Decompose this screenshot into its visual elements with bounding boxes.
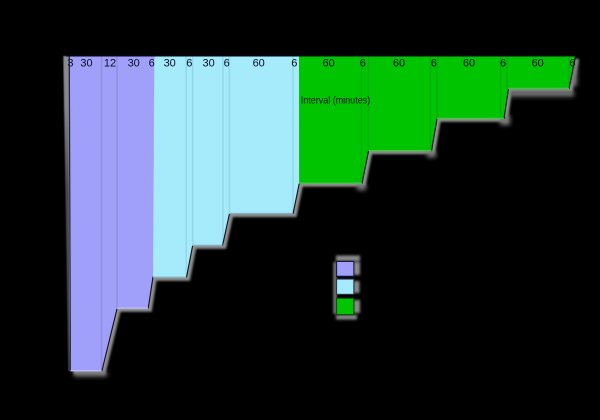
svg-text:Interval (minutes): Interval (minutes) [301,94,371,106]
svg-text:30: 30 [202,57,214,69]
svg-text:60: 60 [532,57,544,69]
svg-text:6: 6 [291,57,297,69]
svg-text:60: 60 [253,57,265,69]
svg-text:6: 6 [149,57,155,69]
svg-text:6: 6 [186,57,192,69]
svg-text:30: 30 [128,57,140,69]
svg-text:6: 6 [360,57,366,69]
svg-text:3: 3 [67,57,73,69]
svg-text:12: 12 [104,57,116,69]
svg-text:6: 6 [569,57,575,69]
svg-text:30: 30 [164,57,176,69]
svg-text:6: 6 [224,57,230,69]
svg-text:60: 60 [322,57,334,69]
svg-text:6: 6 [431,57,437,69]
svg-text:60: 60 [463,57,475,69]
svg-text:6: 6 [500,57,506,69]
svg-text:30: 30 [80,57,92,69]
svg-text:60: 60 [393,57,405,69]
